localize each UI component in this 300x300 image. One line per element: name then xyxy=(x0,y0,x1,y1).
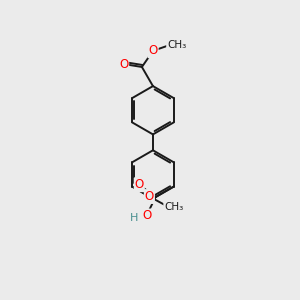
Text: O: O xyxy=(142,209,151,223)
Text: O: O xyxy=(148,44,158,57)
Text: CH₃: CH₃ xyxy=(164,202,183,212)
Text: CH₃: CH₃ xyxy=(167,40,186,50)
Text: H: H xyxy=(130,213,139,223)
Text: O: O xyxy=(119,58,128,70)
Text: O: O xyxy=(135,178,144,191)
Text: O: O xyxy=(145,190,154,203)
